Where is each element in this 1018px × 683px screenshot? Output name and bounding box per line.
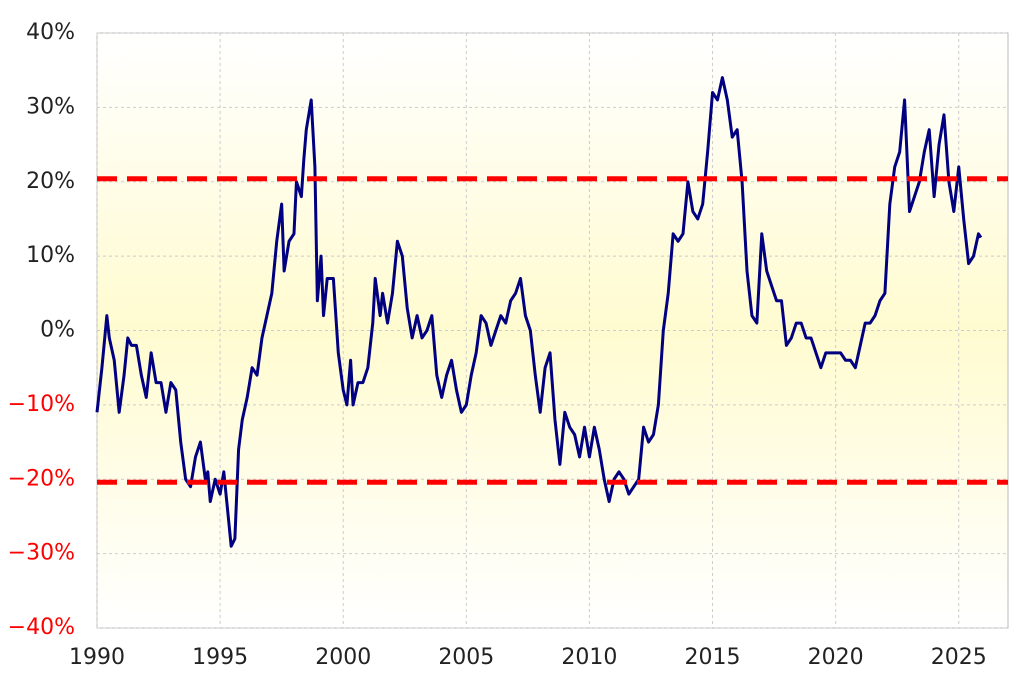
y-tick-label: 10% <box>26 243 75 268</box>
series-line <box>95 76 983 548</box>
y-tick-label: 20% <box>26 169 75 194</box>
y-tick-label: −10% <box>8 392 75 417</box>
y-tick-label: −40% <box>8 615 75 640</box>
y-tick-label: 30% <box>26 94 75 119</box>
x-tick-label: 2010 <box>561 645 617 670</box>
x-tick-label: 2020 <box>808 645 864 670</box>
x-tick-label: 1995 <box>192 645 248 670</box>
y-tick-label: 40% <box>26 20 75 45</box>
x-tick-label: 2025 <box>931 645 987 670</box>
y-tick-label: −30% <box>8 541 75 566</box>
x-tick-label: 2000 <box>315 645 371 670</box>
x-tick-label: 2005 <box>438 645 494 670</box>
x-tick-label: 2015 <box>685 645 741 670</box>
y-tick-label: −20% <box>8 466 75 491</box>
y-tick-label: 0% <box>40 318 75 343</box>
x-tick-label: 1990 <box>69 645 125 670</box>
